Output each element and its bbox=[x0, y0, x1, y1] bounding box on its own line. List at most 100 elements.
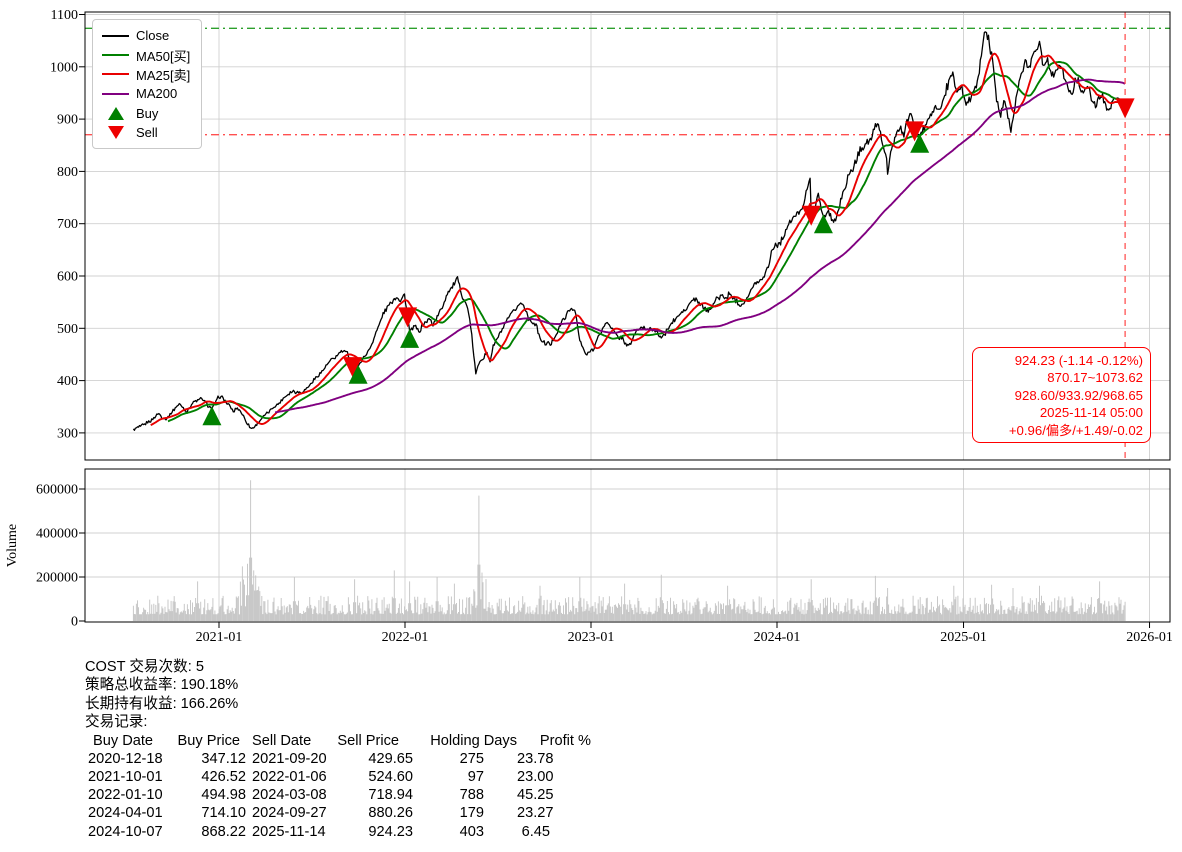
buy-triangle-icon bbox=[107, 106, 124, 120]
trade-cell: 2024-09-27 bbox=[252, 805, 327, 822]
legend-item-close: Close bbox=[102, 26, 201, 45]
trade-cell: 6.45 bbox=[521, 823, 550, 840]
trade-cell: 347.12 bbox=[201, 750, 246, 767]
y-tick-label: 700 bbox=[57, 217, 78, 232]
legend-label: MA200 bbox=[136, 86, 178, 102]
trade-row: 2024-04-01 714.10 2024-09-27 880.26 179 23.27 bbox=[85, 804, 593, 822]
trade-cell: 2020-12-18 bbox=[88, 750, 163, 767]
legend-label: MA50[买] bbox=[136, 48, 191, 64]
price-panel-border bbox=[84, 11, 1171, 461]
volume-bars-path bbox=[132, 480, 1126, 621]
x-tick-label: 2026-01 bbox=[1126, 630, 1173, 645]
legend-item-ma50: MA50[买] bbox=[102, 45, 201, 64]
ma50-line bbox=[167, 60, 1126, 423]
annotation-price-line: 924.23 (-1.14 -0.12%) bbox=[1014, 353, 1143, 368]
trade-cell: 2024-10-07 bbox=[88, 823, 163, 840]
sell-marker bbox=[343, 357, 362, 378]
trade-count-line: COST 交易次数: 5 bbox=[85, 659, 204, 675]
sell-marker bbox=[1115, 98, 1135, 119]
chart-legend: Close MA50[买] MA25[卖] MA200 Buy Sell bbox=[92, 19, 202, 150]
sell-marker bbox=[801, 205, 821, 226]
trade-cell: 2021-10-01 bbox=[88, 769, 163, 785]
strategy-stats: COST 交易次数: 5 策略总收益率: 190.18% 长期持有收益: 166… bbox=[85, 658, 593, 841]
col-buy-price: Buy Price bbox=[177, 732, 240, 749]
trade-cell: 2024-03-08 bbox=[252, 787, 327, 804]
y-tick-label: 900 bbox=[57, 113, 78, 128]
threshold-lines bbox=[85, 27, 1170, 136]
y-tick-label: 800 bbox=[57, 165, 78, 180]
volume-tick-label: 600000 bbox=[36, 483, 78, 498]
annotation-range-line: 870.17~1073.62 bbox=[1047, 370, 1143, 386]
trade-cell: 2025-11-14 bbox=[252, 823, 326, 840]
axis-ticks-and-labels: 300 400 500 600 700 800 900 1000 1100 0 200000 4000… bbox=[5, 8, 1173, 645]
panel-borders bbox=[84, 11, 1171, 623]
gridlines bbox=[85, 12, 1170, 622]
legend-label: Buy bbox=[136, 105, 159, 121]
ma50-line-swatch bbox=[102, 54, 129, 57]
trade-cell: 23.78 bbox=[517, 750, 554, 767]
ma200-line bbox=[274, 78, 1126, 414]
annotation-signal-line: +0.96/偏多/+1.49/-0.02 bbox=[1008, 422, 1143, 438]
buy-marker bbox=[202, 406, 222, 426]
trade-cell: 2022-01-06 bbox=[252, 769, 327, 785]
legend-item-ma25: MA25[卖] bbox=[102, 65, 201, 84]
trade-table-body: 2020-12-18 347.12 2021-09-20 429.65 275 23.78… bbox=[85, 750, 593, 841]
buy-marker bbox=[910, 133, 930, 153]
trade-cell: 2021-09-20 bbox=[252, 750, 327, 767]
volume-tick-label: 200000 bbox=[36, 571, 78, 586]
annotation-ma-line: 928.60/933.92/968.65 bbox=[1014, 387, 1143, 403]
trade-table-header: Buy Date Buy Price Sell Date Sell Price … bbox=[85, 732, 593, 750]
x-tick-label: 2024-01 bbox=[754, 630, 801, 645]
price-series bbox=[132, 31, 1126, 431]
col-sell-price: Sell Price bbox=[337, 732, 399, 749]
volume-bars bbox=[132, 480, 1126, 621]
trade-row: 2024-10-07 868.22 2025-11-14 924.23 403 6.45 bbox=[85, 823, 593, 841]
legend-label: MA25[卖] bbox=[136, 67, 191, 83]
trade-cell: 2024-04-01 bbox=[88, 805, 163, 822]
trade-row: 2022-01-10 494.98 2024-03-08 718.94 788 45.25 bbox=[85, 786, 593, 804]
legend-item-sell: Sell bbox=[102, 123, 201, 142]
x-tick-label: 2021-01 bbox=[196, 630, 243, 645]
buy-marker bbox=[813, 214, 833, 234]
trade-cell: 275 bbox=[459, 750, 484, 767]
close-line bbox=[132, 31, 1126, 431]
hold-return-line: 长期持有收益: 166.26% bbox=[85, 695, 239, 712]
trade-cell: 924.23 bbox=[368, 823, 413, 840]
y-tick-label: 1000 bbox=[50, 60, 78, 75]
trade-cell: 714.10 bbox=[201, 805, 246, 822]
volume-panel-border bbox=[84, 468, 1171, 623]
buy-marker bbox=[400, 328, 420, 348]
ma25-line-swatch bbox=[102, 73, 129, 76]
ma25-line bbox=[150, 52, 1126, 426]
x-tick-label: 2025-01 bbox=[940, 630, 987, 645]
sell-marker bbox=[398, 307, 418, 328]
x-tick-label: 2022-01 bbox=[382, 630, 429, 645]
trade-cell: 97 bbox=[467, 769, 484, 785]
buy-marker bbox=[348, 364, 368, 384]
sell-marker bbox=[905, 121, 925, 142]
legend-label: Close bbox=[136, 28, 170, 44]
trade-cell: 494.98 bbox=[201, 787, 246, 804]
annotation-datetime-line: 2025-11-14 05:00 bbox=[1039, 405, 1143, 421]
volume-tick-label: 0 bbox=[71, 615, 78, 630]
trade-cell: 524.60 bbox=[368, 769, 413, 785]
y-tick-label: 1100 bbox=[51, 8, 78, 23]
x-tick-label: 2023-01 bbox=[568, 630, 615, 645]
col-buy-date: Buy Date bbox=[93, 732, 154, 749]
strategy-return-line: 策略总收益率: 190.18% bbox=[85, 677, 239, 694]
col-profit: Profit % bbox=[539, 732, 591, 749]
trade-cell: 23.27 bbox=[517, 805, 554, 822]
trade-records-title: 交易记录: bbox=[85, 714, 148, 731]
legend-item-ma200: MA200 bbox=[102, 84, 201, 103]
close-line-swatch bbox=[102, 34, 129, 37]
buy-sell-markers bbox=[202, 98, 1135, 426]
trade-cell: 45.25 bbox=[517, 787, 554, 804]
volume-axis-title: Volume bbox=[5, 524, 20, 567]
legend-label: Sell bbox=[136, 125, 158, 141]
sell-triangle-icon bbox=[107, 126, 124, 140]
trade-cell: 788 bbox=[459, 787, 484, 804]
volume-tick-label: 400000 bbox=[36, 527, 78, 542]
trade-cell: 880.26 bbox=[368, 805, 413, 822]
last-quote-annotation: 924.23 (-1.14 -0.12%) 870.17~1073.62 928… bbox=[972, 347, 1151, 444]
y-tick-label: 500 bbox=[57, 322, 78, 337]
